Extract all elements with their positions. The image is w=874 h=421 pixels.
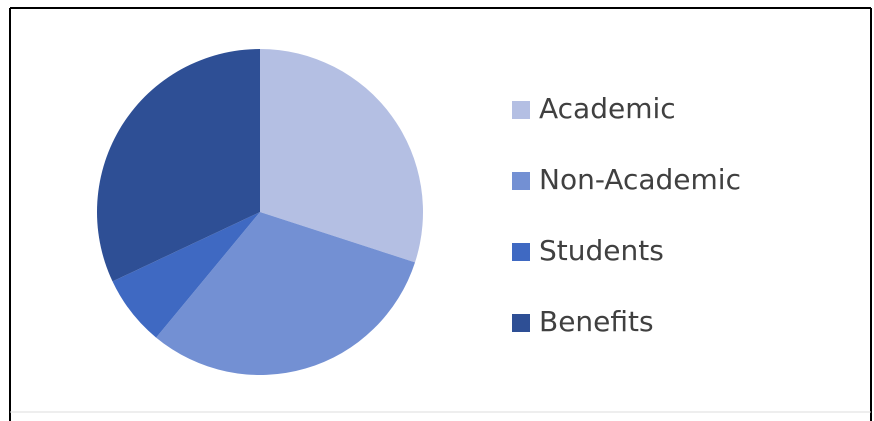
pie-slice (156, 212, 416, 376)
pie-slice (112, 212, 261, 338)
legend-swatch (512, 314, 530, 332)
legend-label: Students (539, 234, 664, 267)
pie (96, 49, 423, 376)
legend-label: Non-Academic (539, 163, 741, 196)
legend-label: Benefits (539, 305, 654, 338)
legend-swatch (512, 243, 530, 261)
legend-label: Academic (539, 92, 676, 125)
pie-slice (260, 49, 423, 263)
legend-swatch (512, 101, 530, 119)
pie-slice (96, 49, 260, 282)
legend: Academic Non-Academic Students Benefits (512, 92, 741, 338)
legend-swatch (512, 172, 530, 190)
